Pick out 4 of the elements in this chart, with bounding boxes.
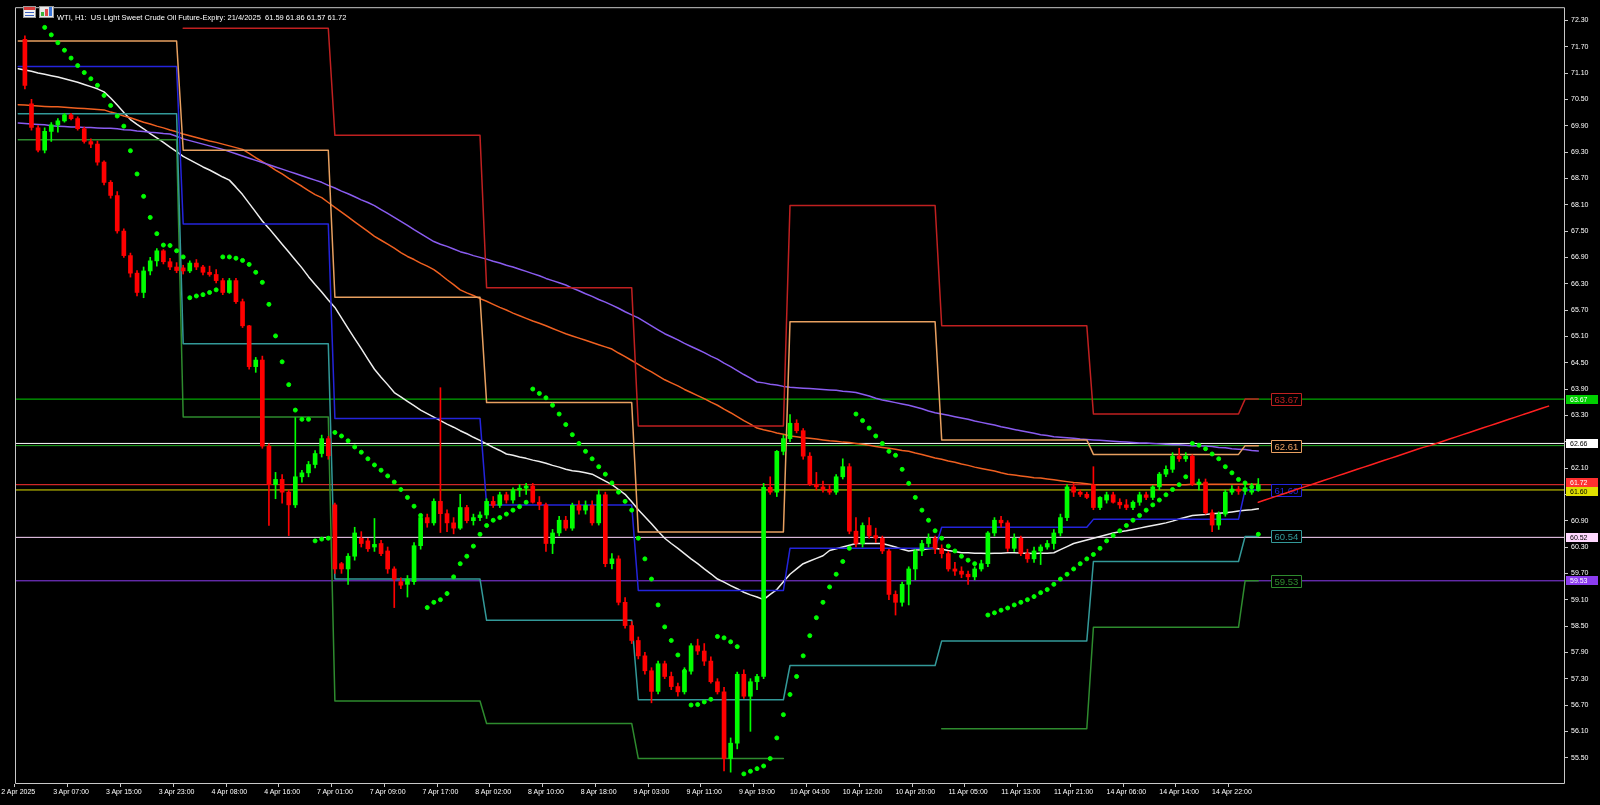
annotation: 60.54	[1274, 530, 1299, 542]
annotation: 59.53	[1274, 575, 1299, 587]
annotation: 63.67	[1274, 393, 1299, 405]
annotation: 62.61	[1274, 440, 1299, 452]
